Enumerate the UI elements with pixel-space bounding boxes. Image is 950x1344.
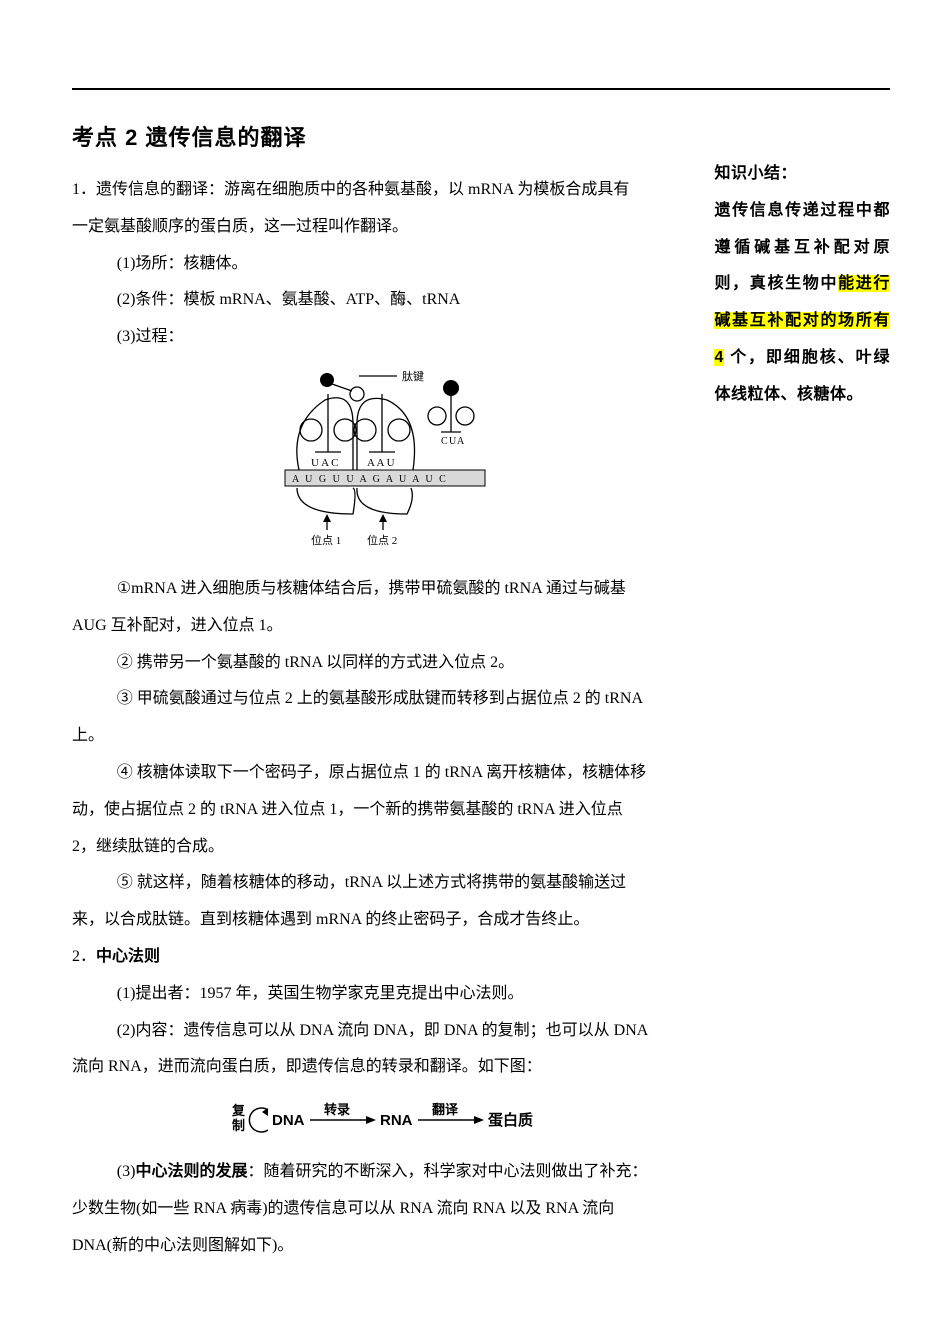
sidebar-line3-hl: 能进行 bbox=[838, 275, 890, 292]
anticodon3-u: U bbox=[449, 436, 457, 447]
item2-sub3: (3)中心法则的发展：随着研究的不断深入，科学家对中心法则做出了补充： bbox=[72, 1154, 702, 1191]
sidebar: 知识小结： 遗传信息传递过程中都 遵循碱基互补配对原 则，真核生物中能进行 碱基… bbox=[710, 120, 890, 1265]
sidebar-line3: 则，真核生物中能进行 bbox=[714, 266, 890, 303]
item2-sub1: (1)提出者：1957 年，英国生物学家克里克提出中心法则。 bbox=[72, 976, 702, 1013]
item2-title: 中心法则 bbox=[96, 948, 160, 965]
dogma-svg: 复 制 DNA 转录 RNA 翻译 蛋白质 bbox=[232, 1100, 542, 1140]
sidebar-line2: 遵循碱基互补配对原 bbox=[714, 230, 890, 267]
site2-label: 位点 2 bbox=[367, 533, 397, 547]
translation-diagram: 肽键 C U A bbox=[72, 364, 702, 559]
dogma-transcribe: 转录 bbox=[324, 1102, 350, 1117]
sub3: (3)过程： bbox=[72, 319, 702, 356]
item1-lead: 1．遗传信息的翻译： bbox=[72, 181, 224, 198]
step3b: 上。 bbox=[72, 718, 702, 755]
anticodon1: U A C bbox=[311, 457, 339, 469]
item1: 1．遗传信息的翻译：游离在细胞质中的各种氨基酸，以 mRNA 为模板合成具有 bbox=[72, 172, 702, 209]
sidebar-heading: 知识小结： bbox=[714, 156, 890, 193]
step2: ② 携带另一个氨基酸的 tRNA 以同样的方式进入位点 2。 bbox=[72, 645, 702, 682]
dogma-protein: 蛋白质 bbox=[488, 1111, 533, 1129]
sidebar-line3a: 则，真核生物中 bbox=[714, 275, 838, 292]
site1-label: 位点 1 bbox=[311, 533, 341, 547]
step1: ①mRNA 进入细胞质与核糖体结合后，携带甲硫氨酸的 tRNA 通过与碱基 bbox=[72, 571, 702, 608]
item2-sub3-bold: 中心法则的发展 bbox=[135, 1163, 247, 1180]
dogma-repl-2: 制 bbox=[232, 1118, 245, 1133]
translation-svg: 肽键 C U A bbox=[257, 364, 517, 554]
sidebar-line1: 遗传信息传递过程中都 bbox=[714, 193, 890, 230]
anticodon2: A A U bbox=[367, 457, 395, 469]
dogma-rna: RNA bbox=[380, 1112, 413, 1129]
dogma-translate: 翻译 bbox=[432, 1102, 459, 1117]
item2-sub3a: ：随着研究的不断深入，科学家对中心法则做出了补充： bbox=[247, 1163, 647, 1180]
anticodon3-a: A bbox=[457, 436, 465, 447]
step4: ④ 核糖体读取下一个密码子，原占据位点 1 的 tRNA 离开核糖体，核糖体移 bbox=[72, 755, 702, 792]
sidebar-line5-rest: 个，即细胞核、叶绿 bbox=[724, 349, 890, 366]
sidebar-line5-hl: 4 bbox=[714, 349, 723, 366]
dogma-dna: DNA bbox=[272, 1112, 305, 1129]
step5b: 来，以合成肽链。直到核糖体遇到 mRNA 的终止密码子，合成才告终止。 bbox=[72, 902, 702, 939]
item2-sub2b: 流向 RNA，进而流向蛋白质，即遗传信息的转录和翻译。如下图： bbox=[72, 1049, 702, 1086]
sub2: (2)条件：模板 mRNA、氨基酸、ATP、酶、tRNA bbox=[72, 282, 702, 319]
anticodon3-c: C bbox=[441, 436, 448, 447]
sub1: (1)场所：核糖体。 bbox=[72, 246, 702, 283]
item1-body-b: 一定氨基酸顺序的蛋白质，这一过程叫作翻译。 bbox=[72, 209, 702, 246]
item2-sub3b: 少数生物(如一些 RNA 病毒)的遗传信息可以从 RNA 流向 RNA 以及 R… bbox=[72, 1191, 702, 1228]
top-rule bbox=[72, 88, 890, 90]
sidebar-line6: 体线粒体、核糖体。 bbox=[714, 377, 890, 414]
step3: ③ 甲硫氨酸通过与位点 2 上的氨基酸形成肽键而转移到占据位点 2 的 tRNA bbox=[72, 681, 702, 718]
sidebar-line4-hl: 碱基互补配对的场所有 bbox=[714, 312, 890, 329]
step1b: AUG 互补配对，进入位点 1。 bbox=[72, 608, 702, 645]
item2-sub2a: (2)内容：遗传信息可以从 DNA 流向 DNA，即 DNA 的复制；也可以从 … bbox=[72, 1013, 702, 1050]
content-wrapper: 考点 2 遗传信息的翻译 1．遗传信息的翻译：游离在细胞质中的各种氨基酸，以 m… bbox=[72, 120, 890, 1265]
main-column: 考点 2 遗传信息的翻译 1．遗传信息的翻译：游离在细胞质中的各种氨基酸，以 m… bbox=[72, 120, 710, 1265]
item2-sub3-lead: (3) bbox=[117, 1163, 136, 1180]
sidebar-line5: 4 个，即细胞核、叶绿 bbox=[714, 340, 890, 377]
item2-lead: 2． bbox=[72, 948, 96, 965]
step5: ⑤ 就这样，随着核糖体的移动，tRNA 以上述方式将携带的氨基酸输送过 bbox=[72, 865, 702, 902]
peptide-label: 肽键 bbox=[402, 369, 424, 383]
item2: 2．中心法则 bbox=[72, 939, 702, 976]
mrna-seq: A U G U U A G A U A U C bbox=[292, 474, 448, 485]
item1-body-a: 游离在细胞质中的各种氨基酸，以 mRNA 为模板合成具有 bbox=[224, 181, 629, 198]
item2-sub3c: DNA(新的中心法则图解如下)。 bbox=[72, 1228, 702, 1265]
sidebar-line4: 碱基互补配对的场所有 bbox=[714, 303, 890, 340]
step4b: 动，使占据位点 2 的 tRNA 进入位点 1，一个新的携带氨基酸的 tRNA … bbox=[72, 792, 702, 829]
central-dogma-figure: 复 制 DNA 转录 RNA 翻译 蛋白质 bbox=[72, 1100, 702, 1140]
section-title: 考点 2 遗传信息的翻译 bbox=[72, 120, 702, 152]
dogma-repl-1: 复 bbox=[232, 1103, 246, 1118]
step4c: 2，继续肽链的合成。 bbox=[72, 829, 702, 866]
